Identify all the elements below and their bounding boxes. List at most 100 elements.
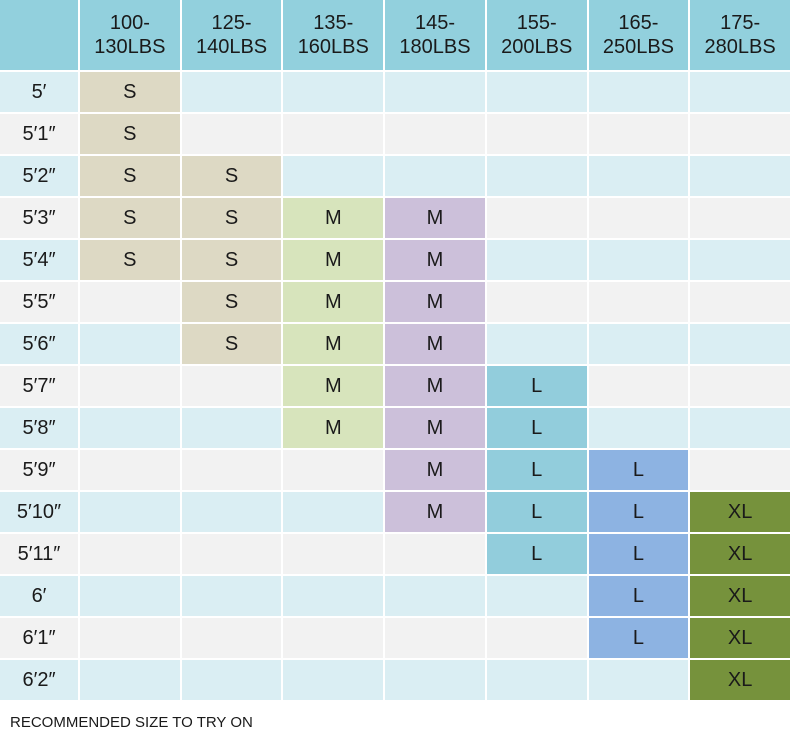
empty-cell [181,618,282,658]
size-cell: M [385,366,485,406]
footer-note: RECOMMENDED SIZE TO TRY ON [10,714,253,731]
row-header: 5′4″ [0,240,78,280]
size-cell: L [486,450,587,490]
size-cell: XL [690,534,790,574]
empty-cell [80,450,180,490]
empty-cell [486,72,587,112]
empty-cell [588,198,689,238]
size-cell: XL [690,660,790,700]
empty-cell [486,660,587,700]
size-cell: L [588,576,689,616]
empty-cell [80,282,180,322]
size-cell: L [486,366,587,406]
empty-cell [690,114,790,154]
empty-cell [181,492,282,532]
row-header: 5′10″ [0,492,78,532]
size-table: 100-130LBS 125-140LBS 135-160LBS 145-180LBS… [0,0,790,700]
row-header: 6′ [0,576,78,616]
size-cell: M [385,450,485,490]
size-cell: S [181,324,282,364]
empty-cell [486,324,587,364]
empty-cell [80,324,180,364]
row-header: 5′6″ [0,324,78,364]
empty-cell [588,240,689,280]
empty-cell [181,450,282,490]
size-cell: XL [690,492,790,532]
empty-cell [690,240,790,280]
size-cell: M [283,198,384,238]
empty-cell [385,534,485,574]
empty-cell [690,198,790,238]
size-cell: M [283,240,384,280]
empty-cell [690,72,790,112]
empty-cell [181,366,282,406]
empty-cell [588,114,689,154]
row-header: 5′8″ [0,408,78,448]
size-cell: M [385,324,485,364]
row-header: 5′2″ [0,156,78,196]
row-header: 5′5″ [0,282,78,322]
empty-cell [690,282,790,322]
empty-cell [690,450,790,490]
empty-cell [181,534,282,574]
empty-cell [80,618,180,658]
empty-cell [486,576,587,616]
size-cell: XL [690,576,790,616]
size-cell: M [385,282,485,322]
empty-cell [690,408,790,448]
size-cell: S [80,198,180,238]
empty-cell [588,366,689,406]
empty-cell [588,282,689,322]
empty-cell [486,156,587,196]
empty-cell [385,72,485,112]
size-cell: M [385,198,485,238]
corner [0,0,78,70]
size-cell: M [385,240,485,280]
empty-cell [385,660,485,700]
empty-cell [283,72,384,112]
empty-cell [486,240,587,280]
column-header: 155-200LBS [486,0,587,70]
size-cell: XL [690,618,790,658]
size-cell: M [283,324,384,364]
empty-cell [80,660,180,700]
row-header: 5′ [0,72,78,112]
column-header: 145-180LBS [385,0,485,70]
size-cell: M [385,408,485,448]
empty-cell [181,576,282,616]
empty-cell [588,324,689,364]
empty-cell [588,660,689,700]
row-header: 5′3″ [0,198,78,238]
empty-cell [181,408,282,448]
empty-cell [80,366,180,406]
size-cell: L [486,492,587,532]
empty-cell [385,576,485,616]
size-cell: S [181,156,282,196]
empty-cell [181,660,282,700]
row-header: 5′7″ [0,366,78,406]
row-header: 5′1″ [0,114,78,154]
empty-cell [283,576,384,616]
size-cell: L [588,492,689,532]
empty-cell [283,492,384,532]
size-cell: L [588,534,689,574]
empty-cell [80,534,180,574]
size-cell: L [486,408,587,448]
row-header: 5′9″ [0,450,78,490]
empty-cell [80,408,180,448]
column-header: 135-160LBS [283,0,384,70]
empty-cell [283,618,384,658]
column-header: 125-140LBS [181,0,282,70]
empty-cell [690,324,790,364]
size-cell: M [385,492,485,532]
size-cell: S [181,240,282,280]
empty-cell [486,198,587,238]
empty-cell [385,114,485,154]
row-header: 5′11″ [0,534,78,574]
empty-cell [283,660,384,700]
size-cell: L [588,450,689,490]
size-cell: S [80,240,180,280]
empty-cell [690,156,790,196]
empty-cell [181,114,282,154]
size-cell: L [486,534,587,574]
